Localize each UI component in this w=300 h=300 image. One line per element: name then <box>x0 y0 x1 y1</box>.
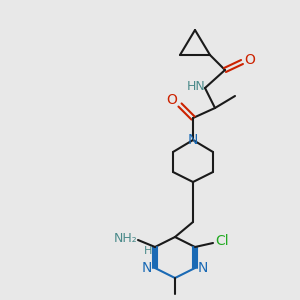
Text: N: N <box>142 261 152 275</box>
Text: N: N <box>198 261 208 275</box>
Text: NH₂: NH₂ <box>114 232 138 244</box>
Text: Cl: Cl <box>215 234 229 248</box>
Text: O: O <box>244 53 255 67</box>
Text: O: O <box>167 93 177 107</box>
Text: H: H <box>144 246 152 256</box>
Text: N: N <box>188 133 198 147</box>
Text: HN: HN <box>187 80 206 94</box>
